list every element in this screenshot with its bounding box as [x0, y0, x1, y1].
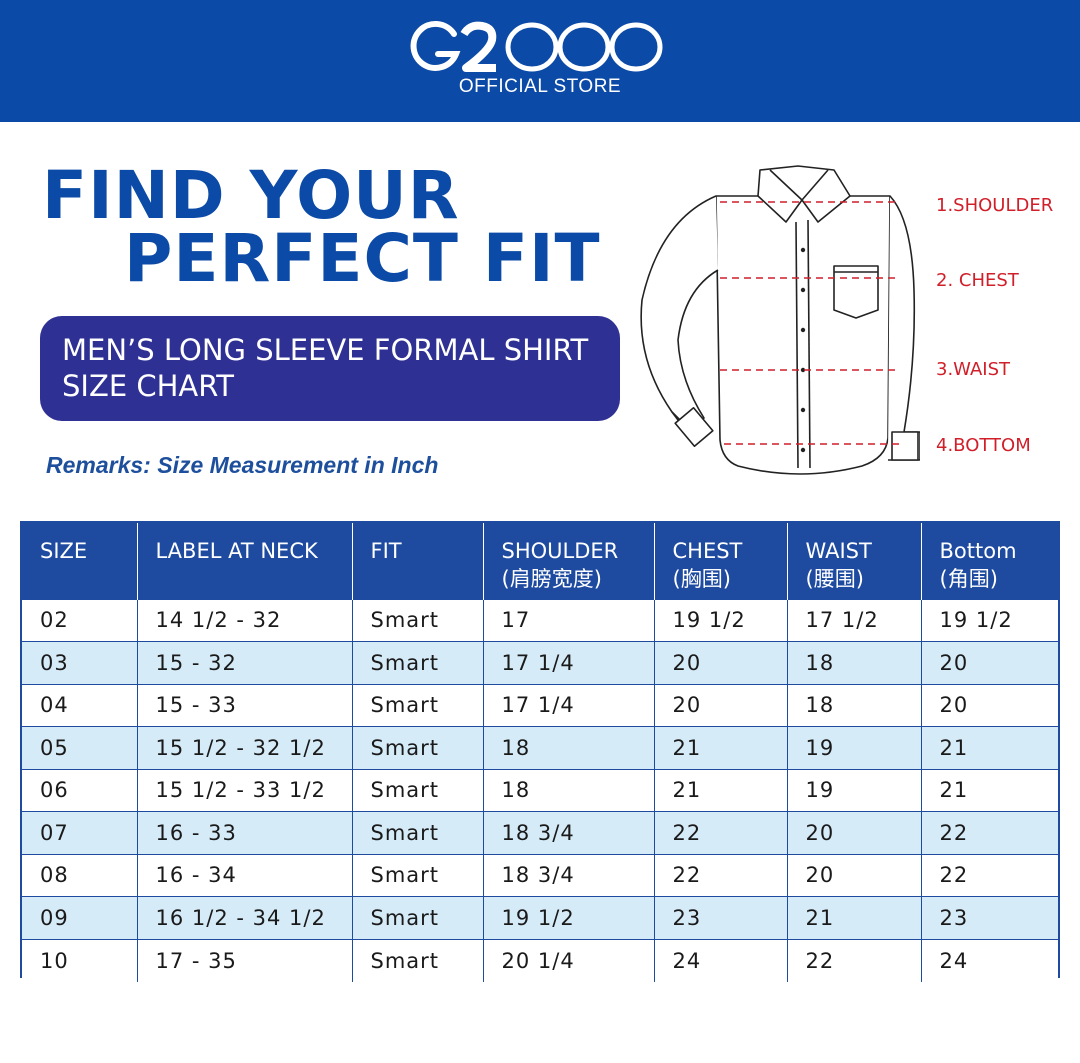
table-cell: 18 — [787, 641, 922, 684]
table-cell: 05 — [22, 726, 138, 769]
table-row: 03 15 - 32 Smart 17 1/4 20 18 20 — [22, 641, 1058, 684]
table-cell: 22 — [921, 811, 1058, 854]
label-waist: 3.WAIST — [936, 359, 1011, 380]
table-cell: 15 - 32 — [137, 641, 353, 684]
table-cell: 04 — [22, 683, 138, 727]
table-cell: 07 — [22, 811, 138, 854]
table-cell: 22 — [921, 853, 1058, 897]
table-cell: Smart — [352, 938, 484, 982]
table-cell: Smart — [352, 641, 484, 684]
table-cell: 02 — [22, 598, 138, 642]
table-cell: 09 — [22, 896, 138, 939]
label-shoulder: 1.SHOULDER — [936, 195, 1054, 216]
table-cell: 23 — [921, 896, 1058, 939]
col-header: FIT — [352, 523, 484, 599]
table-row: 10 17 - 35 Smart 20 1/4 24 22 24 — [22, 938, 1058, 982]
table-cell: 17 - 35 — [137, 938, 353, 982]
table-cell: 20 — [654, 641, 788, 684]
table-cell: 16 1/2 - 34 1/2 — [137, 896, 353, 939]
table-cell: 18 3/4 — [483, 811, 655, 854]
table-cell: 18 — [483, 768, 655, 812]
table-cell: 15 - 33 — [137, 683, 353, 727]
table-cell: 20 — [921, 683, 1058, 727]
table-cell: 19 1/2 — [483, 896, 655, 939]
table-cell: 17 — [483, 598, 655, 642]
table-cell: 22 — [654, 853, 788, 897]
banner-line-1: MEN’S LONG SLEEVE FORMAL SHIRT — [62, 333, 589, 367]
table-cell: 24 — [921, 938, 1058, 982]
table-cell: 17 1/2 — [787, 598, 922, 642]
table-cell: 20 — [787, 853, 922, 897]
table-row: 04 15 - 33 Smart 17 1/4 20 18 20 — [22, 683, 1058, 727]
col-header: SIZE — [22, 523, 138, 599]
table-cell: 19 1/2 — [921, 598, 1058, 642]
table-cell: 16 - 33 — [137, 811, 353, 854]
table-cell: 03 — [22, 641, 138, 684]
table-cell: Smart — [352, 598, 484, 642]
col-header: CHEST (胸围) — [654, 523, 788, 599]
table-cell: 18 3/4 — [483, 853, 655, 897]
table-cell: 24 — [654, 938, 788, 982]
table-cell: 15 1/2 - 32 1/2 — [137, 726, 353, 769]
size-chart-banner: MEN’S LONG SLEEVE FORMAL SHIRT SIZE CHAR… — [40, 316, 620, 421]
col-header: Bottom (角围) — [921, 523, 1058, 599]
table-cell: 15 1/2 - 33 1/2 — [137, 768, 353, 812]
table-row: 02 14 1/2 - 32 Smart 17 19 1/2 17 1/2 19 1/2 — [22, 598, 1058, 642]
table-cell: Smart — [352, 853, 484, 897]
banner-line-2: SIZE CHART — [62, 369, 235, 403]
remarks-text: Remarks: Size Measurement in Inch — [46, 452, 439, 478]
table-cell: Smart — [352, 811, 484, 854]
table-row: 06 15 1/2 - 33 1/2 Smart 18 21 19 21 — [22, 768, 1058, 812]
table-cell: 10 — [22, 938, 138, 982]
shirt-diagram — [640, 165, 920, 475]
col-header: SHOULDER (肩膀宽度) — [483, 523, 655, 599]
table-cell: 18 — [483, 726, 655, 769]
table-cell: Smart — [352, 768, 484, 812]
size-chart-table: SIZE LABEL AT NECK FIT SHOULDER (肩膀宽度) CH… — [20, 521, 1060, 982]
headline-line-1: FIND YOUR — [42, 157, 460, 234]
store-subtitle: OFFICIAL STORE — [458, 76, 622, 97]
table-cell: Smart — [352, 683, 484, 727]
table-cell: 21 — [921, 768, 1058, 812]
table-cell: 22 — [654, 811, 788, 854]
table-cell: 20 1/4 — [483, 938, 655, 982]
table-cell: 20 — [921, 641, 1058, 684]
table-row: 08 16 - 34 Smart 18 3/4 22 20 22 — [22, 853, 1058, 897]
table-cell: 19 — [787, 726, 922, 769]
table-cell: 06 — [22, 768, 138, 812]
table-cell: 23 — [654, 896, 788, 939]
table-cell: 22 — [787, 938, 922, 982]
table-cell: 21 — [654, 726, 788, 769]
table-row: 05 15 1/2 - 32 1/2 Smart 18 21 19 21 — [22, 726, 1058, 769]
table-cell: 21 — [921, 726, 1058, 769]
table-cell: 19 — [787, 768, 922, 812]
table-row: 09 16 1/2 - 34 1/2 Smart 19 1/2 23 21 23 — [22, 896, 1058, 939]
col-header: LABEL AT NECK — [137, 523, 353, 599]
table-header-row: SIZE LABEL AT NECK FIT SHOULDER (肩膀宽度) CH… — [22, 523, 1058, 599]
table-cell: 21 — [654, 768, 788, 812]
col-header: WAIST (腰围) — [787, 523, 922, 599]
header-bar: OFFICIAL STORE — [0, 0, 1080, 122]
g2000-logo — [410, 20, 663, 72]
table-cell: 16 - 34 — [137, 853, 353, 897]
table-cell: 08 — [22, 853, 138, 897]
table-cell: 19 1/2 — [654, 598, 788, 642]
headline-line-2: PERFECT FIT — [124, 220, 601, 297]
table-cell: 17 1/4 — [483, 683, 655, 727]
table-cell: 17 1/4 — [483, 641, 655, 684]
table-cell: Smart — [352, 896, 484, 939]
table-cell: 14 1/2 - 32 — [137, 598, 353, 642]
table-cell: 18 — [787, 683, 922, 727]
table-row: 07 16 - 33 Smart 18 3/4 22 20 22 — [22, 811, 1058, 854]
table-cell: 21 — [787, 896, 922, 939]
table-cell: Smart — [352, 726, 484, 769]
table-cell: 20 — [654, 683, 788, 727]
label-chest: 2. CHEST — [936, 270, 1019, 291]
table-cell: 20 — [787, 811, 922, 854]
label-bottom: 4.BOTTOM — [936, 435, 1031, 456]
